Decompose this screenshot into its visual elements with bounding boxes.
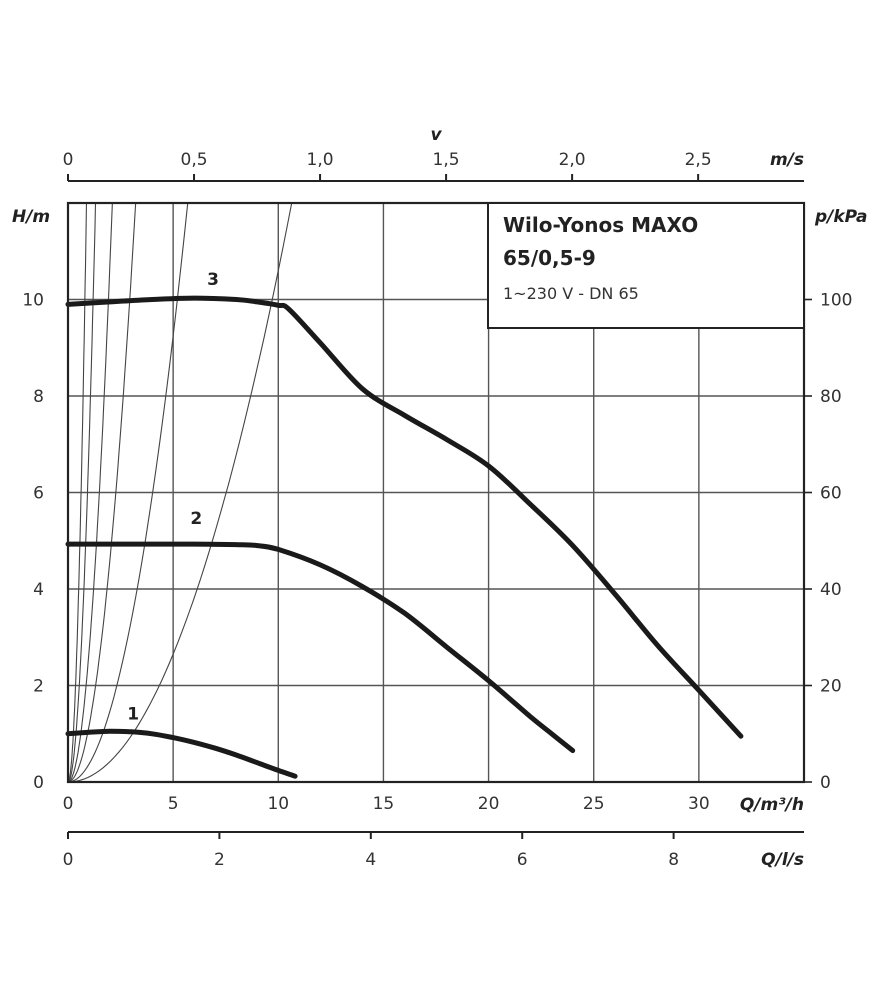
legend-box: Wilo-Yonos MAXO 65/0,5-9 1~230 V - DN 65 bbox=[487, 202, 805, 329]
bottom-axis-tick-label: 2 bbox=[214, 850, 225, 870]
pump-curve-3 bbox=[65, 295, 744, 739]
y-right-tick-label: 0 bbox=[820, 773, 831, 793]
top-axis-tick-label: 0 bbox=[63, 150, 74, 170]
chart-caption: 1~230 V - DN 65 bbox=[503, 284, 639, 303]
y-right-tick-label: 20 bbox=[820, 677, 842, 697]
curve-label-3: 3 bbox=[207, 270, 219, 290]
chart-subtitle: 65/0,5-9 bbox=[503, 246, 596, 270]
y-tick-label: 6 bbox=[33, 484, 44, 504]
top-axis-symbol: v bbox=[430, 125, 442, 145]
top-axis-tick-label: 2,5 bbox=[685, 150, 712, 170]
top-axis-label: m/s bbox=[770, 150, 804, 170]
y-tick-label: 10 bbox=[22, 291, 44, 311]
y-axis-label: H/m bbox=[12, 207, 50, 227]
x-tick-label: 10 bbox=[267, 794, 289, 814]
y-right-tick-label: 60 bbox=[820, 484, 842, 504]
x-tick-label: 30 bbox=[688, 794, 710, 814]
system-curve bbox=[68, 203, 113, 782]
top-axis-tick-label: 1,5 bbox=[433, 150, 460, 170]
x-tick-label: 15 bbox=[373, 794, 395, 814]
x-axis-label: Q/m³/h bbox=[740, 795, 804, 815]
y-right-tick-label: 80 bbox=[820, 387, 842, 407]
pump-curve-1 bbox=[65, 728, 298, 779]
y-tick-label: 2 bbox=[33, 677, 44, 697]
top-axis-tick-label: 0,5 bbox=[181, 150, 208, 170]
x-tick-label: 20 bbox=[478, 794, 500, 814]
bottom-axis-tick-label: 0 bbox=[63, 850, 74, 870]
x-tick-label: 0 bbox=[63, 794, 74, 814]
bottom-axis-label: Q/l/s bbox=[761, 850, 804, 870]
chart-title: Wilo-Yonos MAXO bbox=[503, 213, 698, 237]
bottom-axis-tick-label: 6 bbox=[517, 850, 528, 870]
y-right-tick-label: 100 bbox=[820, 291, 852, 311]
x-tick-label: 5 bbox=[168, 794, 179, 814]
bottom-axis-tick-label: 4 bbox=[365, 850, 376, 870]
curve-label-2: 2 bbox=[190, 509, 202, 529]
system-curves bbox=[68, 203, 293, 782]
system-curve bbox=[68, 203, 189, 782]
x-tick-label: 25 bbox=[583, 794, 605, 814]
legend-frame bbox=[487, 202, 805, 329]
y-right-tick-label: 40 bbox=[820, 580, 842, 600]
y-tick-label: 4 bbox=[33, 580, 44, 600]
top-axis-tick-label: 1,0 bbox=[307, 150, 334, 170]
curve-label-1: 1 bbox=[127, 704, 139, 724]
pump-curves: 1 2 3 bbox=[65, 270, 744, 779]
bottom-axis-tick-label: 8 bbox=[668, 850, 679, 870]
y-tick-label: 8 bbox=[33, 387, 44, 407]
system-curve bbox=[68, 203, 293, 782]
system-curve bbox=[68, 203, 97, 782]
system-curve bbox=[68, 203, 88, 782]
top-axis-tick-label: 2,0 bbox=[559, 150, 586, 170]
pump-curve-2 bbox=[65, 541, 576, 754]
y-tick-label: 0 bbox=[33, 773, 44, 793]
system-curve bbox=[68, 203, 137, 782]
y-right-axis-label: p/kPa bbox=[814, 207, 868, 227]
